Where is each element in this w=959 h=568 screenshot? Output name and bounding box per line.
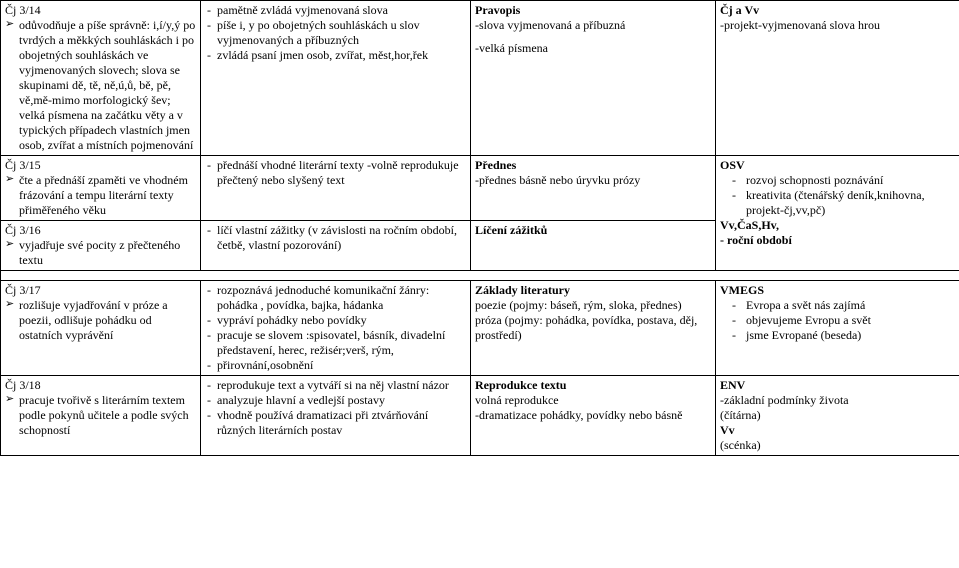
topic-line: poezie (pojmy: báseň, rým, sloka, předne… bbox=[475, 298, 711, 313]
activity-item: vhodně používá dramatizaci při ztvárňová… bbox=[205, 408, 466, 438]
activity-item: přirovnání,osobnění bbox=[205, 358, 466, 373]
ref-code: Čj 3/15 bbox=[5, 158, 196, 173]
ref-code: Čj 3/16 bbox=[5, 223, 196, 238]
activity-item: přednáší vhodné literární texty -volně r… bbox=[205, 158, 466, 188]
topic-line: -dramatizace pohádky, povídky nebo básně bbox=[475, 408, 711, 423]
links-title: OSV bbox=[720, 158, 955, 173]
links-item: jsme Evropané (beseda) bbox=[732, 328, 955, 343]
cell-topic: Pravopis -slova vyjmenovaná a příbuzná -… bbox=[471, 1, 716, 156]
cell-links: VMEGS Evropa a svět nás zajímá objevujem… bbox=[716, 281, 959, 376]
ref-code: Čj 3/18 bbox=[5, 378, 196, 393]
ref-code: Čj 3/17 bbox=[5, 283, 196, 298]
topic-title: Reprodukce textu bbox=[475, 378, 711, 393]
cell-topic: Základy literatury poezie (pojmy: báseň,… bbox=[471, 281, 716, 376]
curriculum-table: Čj 3/14 odůvodňuje a píše správně: i,í/y… bbox=[0, 0, 959, 456]
cell-objective: Čj 3/18 pracuje tvořivě s literárním tex… bbox=[1, 376, 201, 456]
cell-activities: reprodukuje text a vytváří si na něj vla… bbox=[201, 376, 471, 456]
links-title: ENV bbox=[720, 378, 955, 393]
topic-line: -přednes básně nebo úryvku prózy bbox=[475, 173, 711, 188]
cell-objective: Čj 3/16 vyjadřuje své pocity z přečtenéh… bbox=[1, 221, 201, 271]
topic-title: Pravopis bbox=[475, 3, 711, 18]
objective-text: vyjadřuje své pocity z přečteného textu bbox=[5, 238, 196, 268]
links-line: -základní podmínky života bbox=[720, 393, 955, 408]
cell-activities: líčí vlastní zážitky (v závislosti na ro… bbox=[201, 221, 471, 271]
cell-objective: Čj 3/17 rozlišuje vyjadřování v próze a … bbox=[1, 281, 201, 376]
objective-text: pracuje tvořivě s literárním textem podl… bbox=[5, 393, 196, 438]
cell-links: OSV rozvoj schopnosti poznávání kreativi… bbox=[716, 156, 959, 271]
links-title: VMEGS bbox=[720, 283, 955, 298]
objective-text: odůvodňuje a píše správně: i,í/y,ý po tv… bbox=[5, 18, 196, 153]
table-row: Čj 3/18 pracuje tvořivě s literárním tex… bbox=[1, 376, 959, 456]
objective-text: čte a přednáší zpaměti ve vhodném frázov… bbox=[5, 173, 196, 218]
cell-activities: rozpoznává jednoduché komunikační žánry:… bbox=[201, 281, 471, 376]
activity-item: analyzuje hlavní a vedlejší postavy bbox=[205, 393, 466, 408]
topic-line: -slova vyjmenovaná a příbuzná bbox=[475, 18, 711, 33]
links-item: kreativita (čtenářský deník,knihovna, pr… bbox=[732, 188, 955, 218]
links-title2: Vv bbox=[720, 423, 955, 438]
activity-item: píše i, y po obojetných souhláskách u sl… bbox=[205, 18, 466, 48]
activity-item: líčí vlastní zážitky (v závislosti na ro… bbox=[205, 223, 466, 253]
spacer-row bbox=[1, 271, 959, 281]
links-line: (čítárna) bbox=[720, 408, 955, 423]
links-tail: Vv,ČaS,Hv, bbox=[720, 218, 955, 233]
cell-links: ENV -základní podmínky života (čítárna) … bbox=[716, 376, 959, 456]
activity-item: pamětně zvládá vyjmenovaná slova bbox=[205, 3, 466, 18]
topic-line: -velká písmena bbox=[475, 41, 711, 56]
links-item: objevujeme Evropu a svět bbox=[732, 313, 955, 328]
cell-topic: Reprodukce textu volná reprodukce -drama… bbox=[471, 376, 716, 456]
topic-line: próza (pojmy: pohádka, povídka, postava,… bbox=[475, 313, 711, 343]
cell-links: Čj a Vv -projekt-vyjmenovaná slova hrou bbox=[716, 1, 959, 156]
activity-item: zvládá psaní jmen osob, zvířat, měst,hor… bbox=[205, 48, 466, 63]
ref-code: Čj 3/14 bbox=[5, 3, 196, 18]
cell-topic: Líčení zážitků bbox=[471, 221, 716, 271]
links-item: rozvoj schopnosti poznávání bbox=[732, 173, 955, 188]
objective-text: rozlišuje vyjadřování v próze a poezii, … bbox=[5, 298, 196, 343]
cell-activities: přednáší vhodné literární texty -volně r… bbox=[201, 156, 471, 221]
table-row: Čj 3/17 rozlišuje vyjadřování v próze a … bbox=[1, 281, 959, 376]
activity-item: rozpoznává jednoduché komunikační žánry:… bbox=[205, 283, 466, 313]
cell-activities: pamětně zvládá vyjmenovaná slova píše i,… bbox=[201, 1, 471, 156]
cell-objective: Čj 3/15 čte a přednáší zpaměti ve vhodné… bbox=[1, 156, 201, 221]
topic-title: Líčení zážitků bbox=[475, 223, 711, 238]
topic-line: volná reprodukce bbox=[475, 393, 711, 408]
links-title: Čj a Vv bbox=[720, 3, 955, 18]
topic-title: Přednes bbox=[475, 158, 711, 173]
table-row: Čj 3/15 čte a přednáší zpaměti ve vhodné… bbox=[1, 156, 959, 221]
topic-title: Základy literatury bbox=[475, 283, 711, 298]
links-line: (scénka) bbox=[720, 438, 955, 453]
activity-item: vypráví pohádky nebo povídky bbox=[205, 313, 466, 328]
cell-objective: Čj 3/14 odůvodňuje a píše správně: i,í/y… bbox=[1, 1, 201, 156]
links-line: -projekt-vyjmenovaná slova hrou bbox=[720, 18, 955, 33]
activity-item: pracuje se slovem :spisovatel, básník, d… bbox=[205, 328, 466, 358]
links-tail: - roční období bbox=[720, 233, 955, 248]
table-row: Čj 3/14 odůvodňuje a píše správně: i,í/y… bbox=[1, 1, 959, 156]
links-item: Evropa a svět nás zajímá bbox=[732, 298, 955, 313]
activity-item: reprodukuje text a vytváří si na něj vla… bbox=[205, 378, 466, 393]
cell-topic: Přednes -přednes básně nebo úryvku prózy bbox=[471, 156, 716, 221]
